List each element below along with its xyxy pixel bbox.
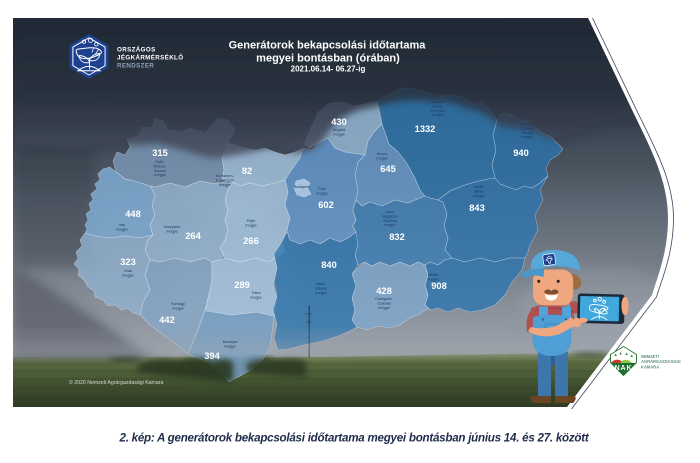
svg-text:940: 940 [513,148,529,158]
svg-text:1332: 1332 [415,124,436,134]
svg-text:323: 323 [120,257,136,267]
svg-text:NAK: NAK [615,365,633,372]
svg-text:645: 645 [380,164,396,174]
svg-text:428: 428 [376,286,392,296]
svg-text:264: 264 [185,231,201,241]
svg-text:ORSZÁGOS: ORSZÁGOS [117,47,156,54]
svg-text:NEMZETI: NEMZETI [641,354,659,359]
svg-text:442: 442 [159,315,175,325]
svg-text:843: 843 [469,203,485,213]
svg-text:315: 315 [152,148,168,158]
svg-text:448: 448 [125,209,141,219]
svg-text:840: 840 [321,260,337,270]
svg-text:266: 266 [243,236,259,246]
svg-text:Budapest: Budapest [294,185,311,189]
svg-text:394: 394 [204,351,220,361]
svg-text:RENDSZER: RENDSZER [117,63,154,70]
svg-text:908: 908 [431,281,447,291]
svg-text:602: 602 [318,200,334,210]
svg-text:2. kép: A generátorok bekapcso: 2. kép: A generátorok bekapcsolási időta… [119,432,590,445]
svg-text:2021.06.14- 06.27-ig: 2021.06.14- 06.27-ig [291,65,366,74]
svg-text:megyei bontásban (órában): megyei bontásban (órában) [256,53,400,65]
svg-text:832: 832 [389,232,405,242]
svg-text:289: 289 [234,280,250,290]
svg-text:82: 82 [242,166,252,176]
svg-text:AGRÁRGAZDASÁGI: AGRÁRGAZDASÁGI [641,359,681,364]
svg-text:KAMARA: KAMARA [641,364,659,369]
svg-text:© 2020 Nemzeti Agrárgazdasági: © 2020 Nemzeti Agrárgazdasági Kamara [69,379,163,386]
svg-text:Generátorok bekapcsolási időta: Generátorok bekapcsolási időtartama [229,40,427,52]
svg-text:430: 430 [331,117,347,127]
svg-text:JÉGKÁRMÉRSÉKLŐ: JÉGKÁRMÉRSÉKLŐ [117,54,183,62]
